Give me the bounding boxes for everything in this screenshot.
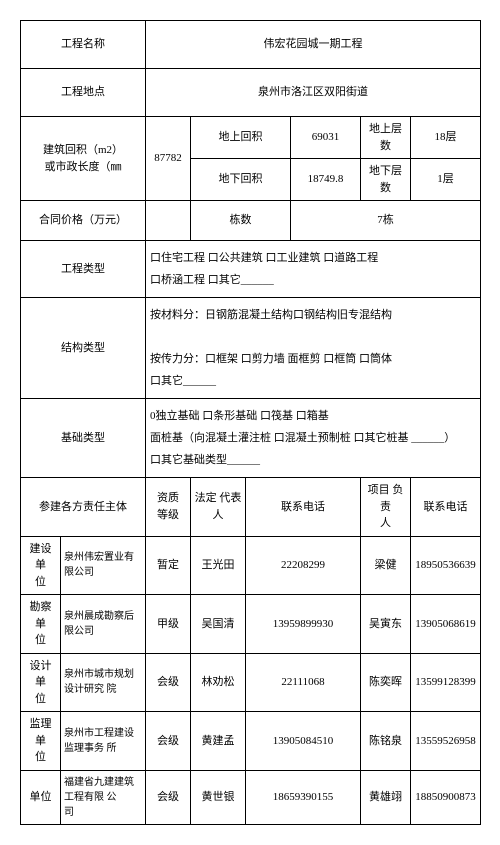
org-cell: 福建省九建建筑工程有限 公司 bbox=[61, 770, 146, 824]
tel2-header: 联系电话 bbox=[411, 478, 481, 537]
above-area-label: 地上回积 bbox=[191, 117, 291, 159]
grade-cell: 暂定 bbox=[146, 536, 191, 595]
table-row: 勘察 单 位泉州晨成勘察后限公司甲级吴国清13959899930吴寅东13905… bbox=[21, 595, 481, 654]
above-floor-label: 地上层数 bbox=[361, 117, 411, 159]
grade-cell: 甲级 bbox=[146, 595, 191, 654]
below-floor-value: 1层 bbox=[411, 159, 481, 201]
area-total: 87782 bbox=[146, 117, 191, 201]
contract-price-label: 合同价格（万元） bbox=[21, 201, 146, 241]
project-location-value: 泉州市洛江区双阳街道 bbox=[146, 69, 481, 117]
mgr-cell: 黄雄翊 bbox=[361, 770, 411, 824]
grade-cell: 会级 bbox=[146, 653, 191, 712]
project-location-label: 工程地点 bbox=[21, 69, 146, 117]
tel1-cell: 18659390155 bbox=[246, 770, 361, 824]
org-cell: 泉州市城市规划设计研究 院 bbox=[61, 653, 146, 712]
role-cell: 勘察 单 位 bbox=[21, 595, 61, 654]
table-row: 单位福建省九建建筑工程有限 公司会级黄世银18659390155黄雄翊18850… bbox=[21, 770, 481, 824]
project-type-value: 口住宅工程 口公共建筑 口工业建筑 口道路工程口桥涵工程 口其它______ bbox=[146, 241, 481, 298]
grade-header: 资质 等级 bbox=[146, 478, 191, 537]
foundation-type-value: 0独立基础 口条形基础 口筏基 口箱基面桩基（向混凝土灌注桩 口混凝土预制桩 口… bbox=[146, 399, 481, 478]
rep-cell: 黄世银 bbox=[191, 770, 246, 824]
role-cell: 单位 bbox=[21, 770, 61, 824]
above-floor-value: 18层 bbox=[411, 117, 481, 159]
tel1-cell: 22208299 bbox=[246, 536, 361, 595]
below-floor-label: 地下层数 bbox=[361, 159, 411, 201]
foundation-type-label: 基础类型 bbox=[21, 399, 146, 478]
rep-cell: 王光田 bbox=[191, 536, 246, 595]
role-cell: 建设 单 位 bbox=[21, 536, 61, 595]
table-row: 建设 单 位泉州伟宏置业有限公司暂定王光田22208299梁健189505366… bbox=[21, 536, 481, 595]
grade-cell: 会级 bbox=[146, 712, 191, 771]
contract-price-value bbox=[146, 201, 191, 241]
org-cell: 泉州伟宏置业有限公司 bbox=[61, 536, 146, 595]
mgr-cell: 梁健 bbox=[361, 536, 411, 595]
tel2-cell: 13559526958 bbox=[411, 712, 481, 771]
tel2-cell: 13905068619 bbox=[411, 595, 481, 654]
structure-type-label: 结构类型 bbox=[21, 298, 146, 399]
project-type-label: 工程类型 bbox=[21, 241, 146, 298]
above-area-value: 69031 bbox=[291, 117, 361, 159]
tel1-header: 联系电话 bbox=[246, 478, 361, 537]
table-row: 监理 单 位泉州市工程建设监理事务 所会级黄建孟13905084510陈铭泉13… bbox=[21, 712, 481, 771]
parties-header: 参建各方责任主体 bbox=[21, 478, 146, 537]
tel1-cell: 22111068 bbox=[246, 653, 361, 712]
mgr-header: 项目 负责 人 bbox=[361, 478, 411, 537]
mgr-cell: 陈铭泉 bbox=[361, 712, 411, 771]
mgr-cell: 吴寅东 bbox=[361, 595, 411, 654]
structure-type-value: 按材料分：日钢筋混凝土结构口钢结构旧专混结构按传力分：口框架 口剪力墙 面框剪 … bbox=[146, 298, 481, 399]
project-name-label: 工程名称 bbox=[21, 21, 146, 69]
tel2-cell: 18950536639 bbox=[411, 536, 481, 595]
tel2-cell: 13599128399 bbox=[411, 653, 481, 712]
tel2-cell: 18850900873 bbox=[411, 770, 481, 824]
building-count-label: 栋数 bbox=[191, 201, 291, 241]
org-cell: 泉州晨成勘察后限公司 bbox=[61, 595, 146, 654]
below-area-value: 18749.8 bbox=[291, 159, 361, 201]
tel1-cell: 13959899930 bbox=[246, 595, 361, 654]
org-cell: 泉州市工程建设监理事务 所 bbox=[61, 712, 146, 771]
below-area-label: 地下回积 bbox=[191, 159, 291, 201]
building-area-label: 建筑回积（m2） 或市政长度（㎜ bbox=[21, 117, 146, 201]
building-count-value: 7栋 bbox=[291, 201, 481, 241]
rep-cell: 吴国清 bbox=[191, 595, 246, 654]
rep-cell: 林劝松 bbox=[191, 653, 246, 712]
rep-header: 法定 代表 人 bbox=[191, 478, 246, 537]
role-cell: 监理 单 位 bbox=[21, 712, 61, 771]
table-row: 设计 单 位泉州市城市规划设计研究 院会级林劝松22111068陈奕晖13599… bbox=[21, 653, 481, 712]
tel1-cell: 13905084510 bbox=[246, 712, 361, 771]
project-name-value: 伟宏花园城一期工程 bbox=[146, 21, 481, 69]
mgr-cell: 陈奕晖 bbox=[361, 653, 411, 712]
role-cell: 设计 单 位 bbox=[21, 653, 61, 712]
grade-cell: 会级 bbox=[146, 770, 191, 824]
rep-cell: 黄建孟 bbox=[191, 712, 246, 771]
